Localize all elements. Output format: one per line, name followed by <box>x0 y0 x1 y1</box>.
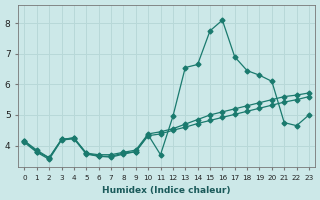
X-axis label: Humidex (Indice chaleur): Humidex (Indice chaleur) <box>102 186 231 195</box>
